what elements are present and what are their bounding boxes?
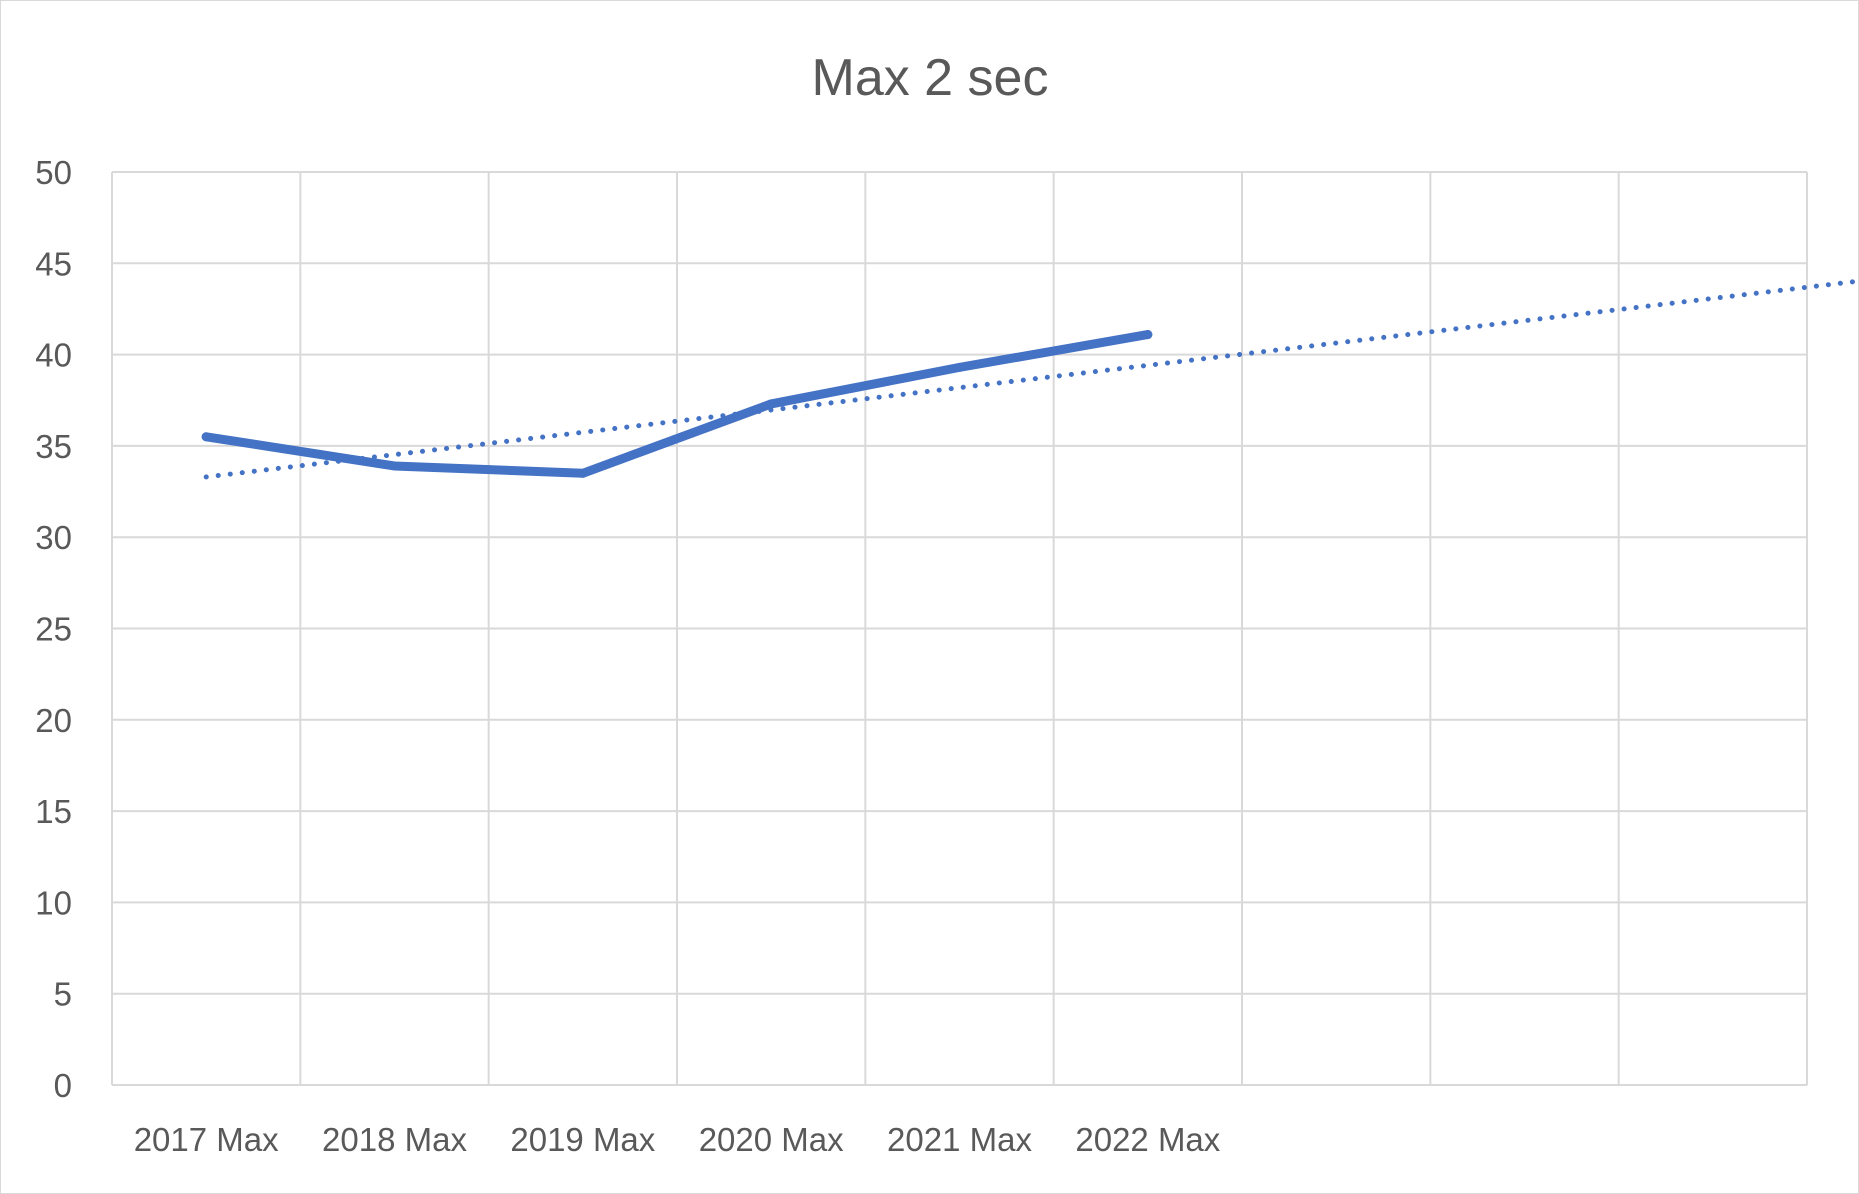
x-tick-label: 2018 Max <box>322 1121 467 1158</box>
y-tick-label: 5 <box>54 976 72 1013</box>
y-tick-label: 20 <box>35 702 72 739</box>
x-tick-label: 2022 Max <box>1075 1121 1220 1158</box>
y-tick-label: 0 <box>54 1067 72 1104</box>
y-tick-label: 35 <box>35 428 72 465</box>
series-line <box>201 330 1153 478</box>
y-tick-label: 45 <box>35 245 72 282</box>
y-tick-label: 10 <box>35 884 72 921</box>
series-layer <box>201 330 1153 478</box>
data-point <box>578 468 588 478</box>
x-tick-label: 2017 Max <box>134 1121 279 1158</box>
data-point <box>201 432 211 442</box>
data-point <box>766 399 776 409</box>
data-point <box>1143 330 1153 340</box>
y-axis-ticks: 0 5 10 15 20 25 30 35 40 45 50 <box>35 154 72 1104</box>
y-tick-label: 40 <box>35 337 72 374</box>
y-tick-label: 30 <box>35 519 72 556</box>
x-tick-label: 2021 Max <box>887 1121 1032 1158</box>
y-tick-label: 50 <box>35 154 72 191</box>
x-axis-ticks: 2017 Max 2018 Max 2019 Max 2020 Max 2021 Max… <box>134 1121 1221 1158</box>
grid-lines <box>111 171 1808 1086</box>
x-tick-label: 2020 Max <box>699 1121 844 1158</box>
y-tick-label: 25 <box>35 611 72 648</box>
chart-title: Max 2 sec <box>812 49 1049 107</box>
data-point <box>955 362 964 372</box>
data-point <box>390 461 399 471</box>
x-tick-label: 2019 Max <box>510 1121 655 1158</box>
y-tick-label: 15 <box>35 793 72 830</box>
